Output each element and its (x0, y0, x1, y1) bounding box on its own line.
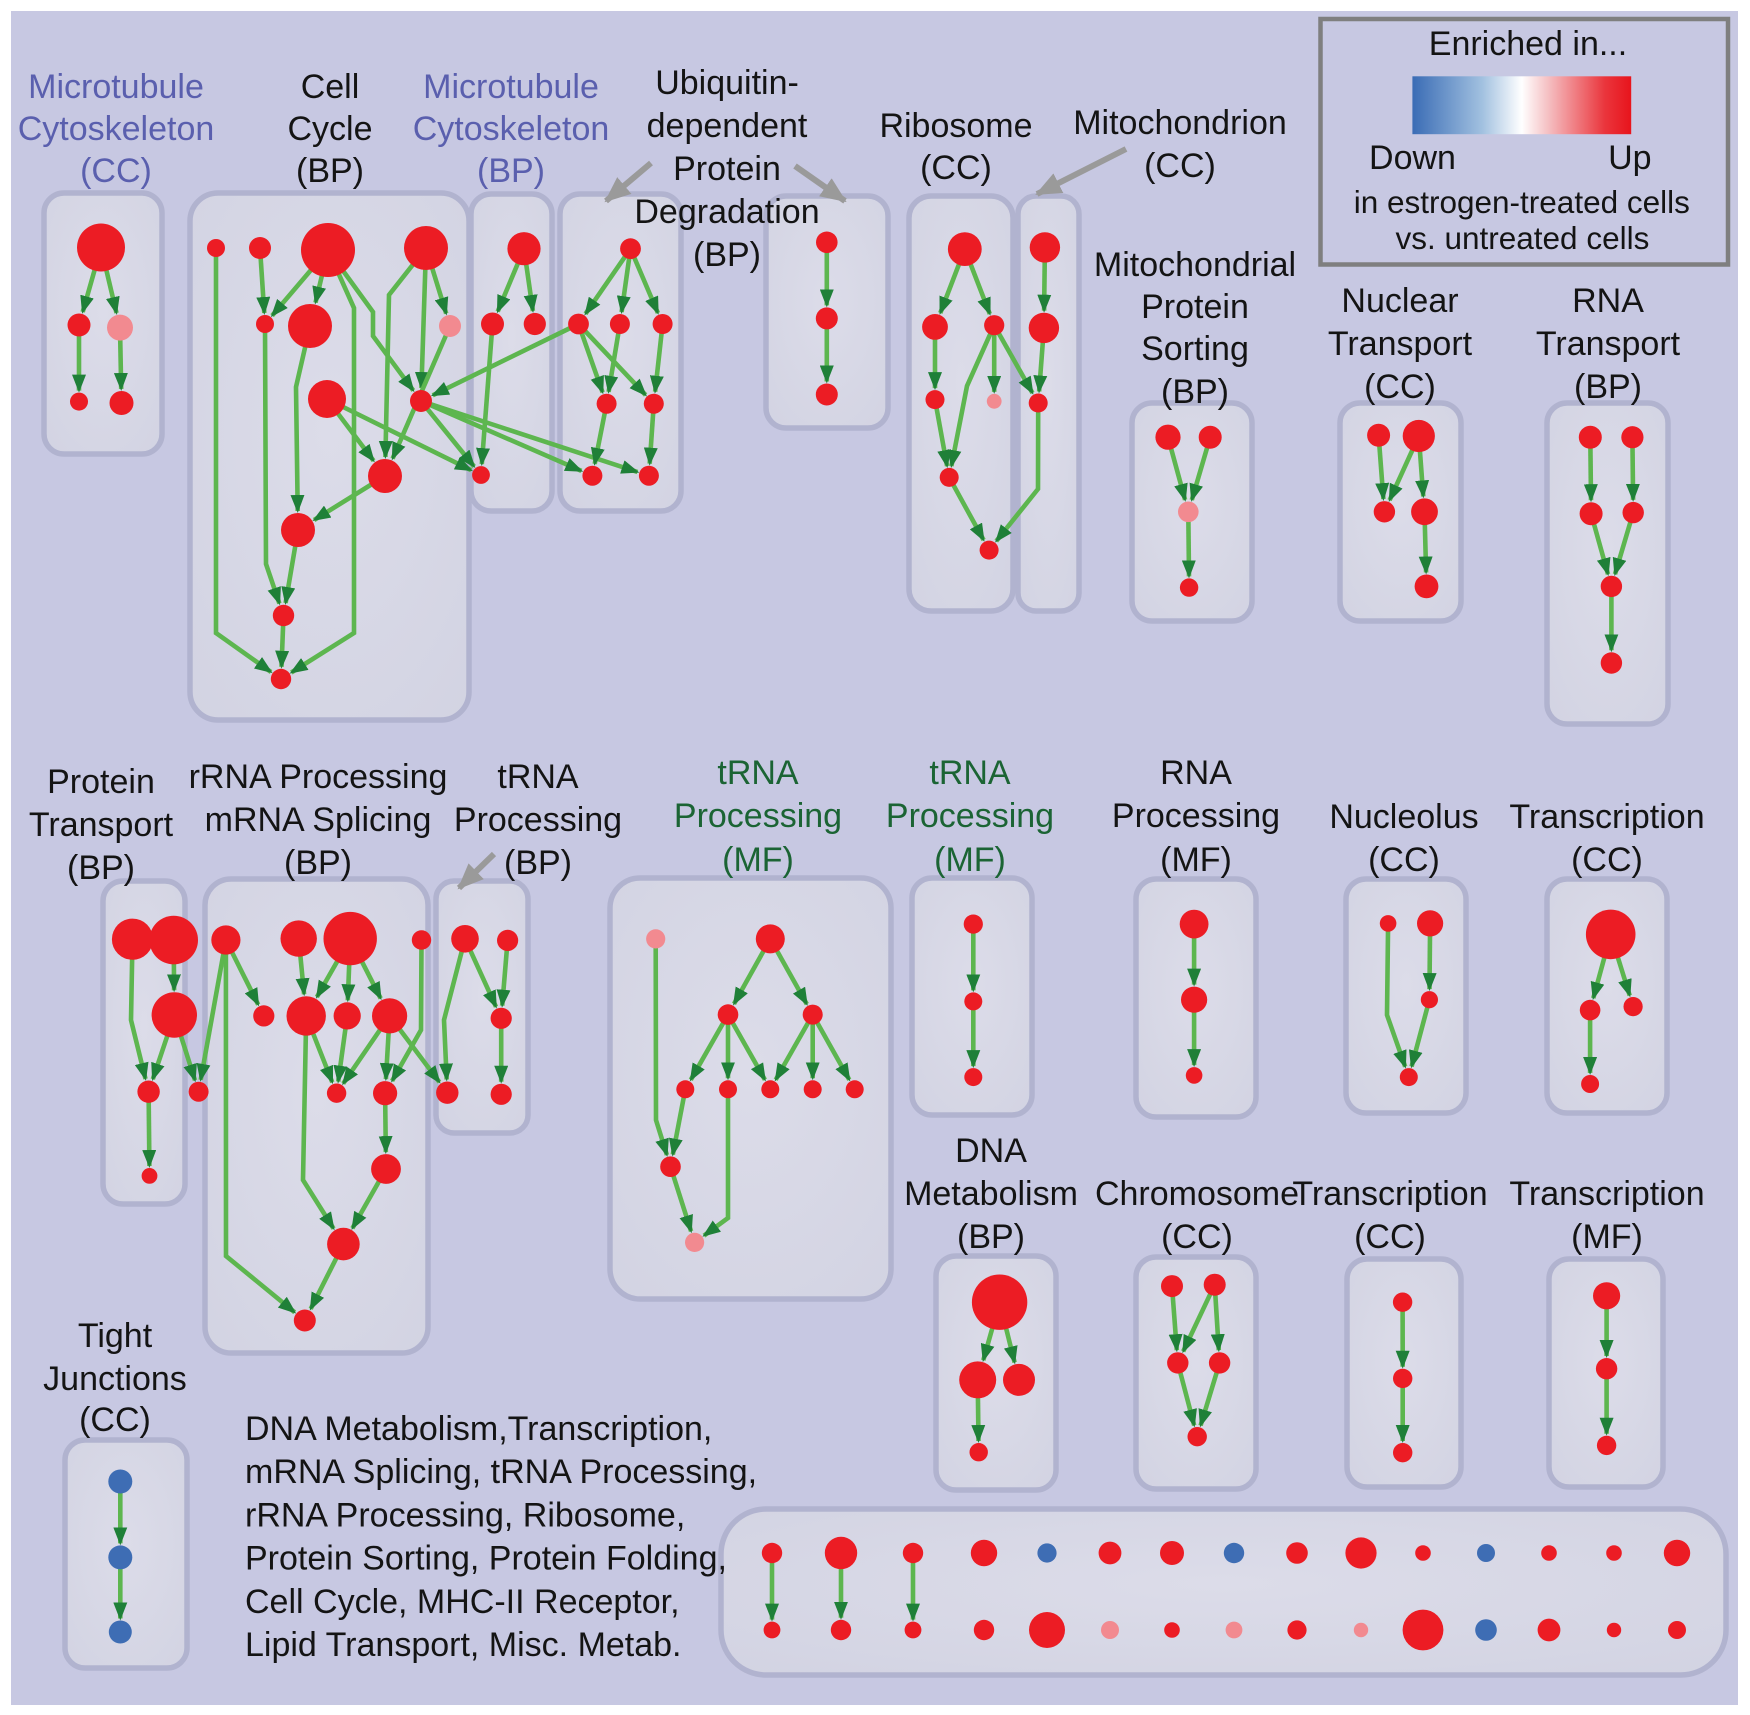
svg-text:Cycle: Cycle (287, 110, 372, 148)
svg-text:Metabolism: Metabolism (904, 1175, 1078, 1213)
svg-text:(MF): (MF) (1160, 841, 1232, 879)
svg-text:(MF): (MF) (1571, 1218, 1643, 1256)
svg-text:Up: Up (1608, 139, 1651, 177)
svg-text:Down: Down (1369, 139, 1456, 177)
svg-text:(BP): (BP) (296, 152, 364, 190)
svg-text:vs. untreated cells: vs. untreated cells (1395, 220, 1649, 256)
svg-text:(CC): (CC) (920, 149, 992, 187)
svg-text:Cell Cycle, MHC-II Receptor,: Cell Cycle, MHC-II Receptor, (245, 1583, 680, 1621)
svg-text:Protein: Protein (673, 150, 781, 188)
svg-text:Enriched in...: Enriched in... (1429, 25, 1627, 63)
svg-text:Cytoskeleton: Cytoskeleton (413, 110, 610, 148)
svg-text:(CC): (CC) (1571, 841, 1643, 879)
svg-text:Ubiquitin-: Ubiquitin- (655, 64, 799, 102)
svg-text:(BP): (BP) (1161, 373, 1229, 411)
svg-text:Mitochondrial: Mitochondrial (1094, 246, 1296, 284)
svg-text:Microtubule: Microtubule (423, 68, 599, 106)
svg-text:(CC): (CC) (1144, 147, 1216, 185)
svg-text:(BP): (BP) (504, 844, 572, 882)
svg-text:Protein Sorting, Protein Foldi: Protein Sorting, Protein Folding, (245, 1540, 727, 1578)
svg-text:in estrogen-treated cells: in estrogen-treated cells (1354, 184, 1690, 220)
svg-text:Transport: Transport (1328, 325, 1473, 363)
svg-text:Mitochondrion: Mitochondrion (1073, 104, 1287, 142)
svg-text:Tight: Tight (78, 1317, 153, 1355)
svg-text:DNA Metabolism,Transcription,: DNA Metabolism,Transcription, (245, 1410, 712, 1448)
svg-text:Transcription: Transcription (1292, 1175, 1487, 1213)
svg-text:mRNA Splicing, tRNA Processing: mRNA Splicing, tRNA Processing, (245, 1453, 757, 1491)
svg-text:Microtubule: Microtubule (28, 68, 204, 106)
svg-text:tRNA: tRNA (497, 758, 579, 796)
svg-text:Transcription: Transcription (1509, 798, 1704, 836)
svg-text:Transport: Transport (1536, 325, 1681, 363)
svg-text:Cell: Cell (301, 68, 360, 106)
svg-text:(CC): (CC) (1364, 368, 1436, 406)
svg-text:Nuclear: Nuclear (1341, 282, 1458, 320)
svg-text:Sorting: Sorting (1141, 330, 1249, 368)
svg-text:Protein: Protein (1141, 288, 1249, 326)
svg-text:Transport: Transport (29, 806, 174, 844)
svg-text:Nucleolus: Nucleolus (1329, 798, 1478, 836)
svg-text:Ribosome: Ribosome (879, 107, 1032, 145)
svg-text:Processing: Processing (1112, 797, 1280, 835)
svg-text:rRNA Processing, Ribosome,: rRNA Processing, Ribosome, (245, 1496, 685, 1534)
svg-text:(MF): (MF) (722, 841, 794, 879)
svg-text:(MF): (MF) (934, 841, 1006, 879)
svg-text:Processing: Processing (454, 801, 622, 839)
svg-text:(CC): (CC) (1368, 841, 1440, 879)
svg-text:DNA: DNA (955, 1132, 1027, 1170)
svg-text:(CC): (CC) (1161, 1218, 1233, 1256)
svg-text:(CC): (CC) (79, 1401, 151, 1439)
svg-text:(BP): (BP) (693, 236, 761, 274)
svg-text:Lipid Transport, Misc. Metab.: Lipid Transport, Misc. Metab. (245, 1626, 682, 1664)
svg-text:(BP): (BP) (284, 844, 352, 882)
svg-text:Processing: Processing (674, 797, 842, 835)
svg-text:Transcription: Transcription (1509, 1175, 1704, 1213)
svg-text:RNA: RNA (1160, 754, 1232, 792)
svg-text:Chromosome: Chromosome (1095, 1175, 1299, 1213)
svg-text:Processing: Processing (886, 797, 1054, 835)
svg-text:(CC): (CC) (1354, 1218, 1426, 1256)
svg-text:(BP): (BP) (477, 152, 545, 190)
svg-text:mRNA Splicing: mRNA Splicing (205, 801, 432, 839)
svg-text:tRNA: tRNA (717, 754, 799, 792)
svg-text:rRNA Processing: rRNA Processing (189, 758, 448, 796)
svg-text:Junctions: Junctions (43, 1360, 187, 1398)
svg-text:Cytoskeleton: Cytoskeleton (18, 110, 215, 148)
svg-text:Degradation: Degradation (634, 193, 819, 231)
svg-text:(BP): (BP) (1574, 368, 1642, 406)
svg-text:(BP): (BP) (957, 1218, 1025, 1256)
svg-text:Protein: Protein (47, 763, 155, 801)
svg-text:dependent: dependent (647, 107, 808, 145)
svg-text:tRNA: tRNA (929, 754, 1011, 792)
svg-text:(BP): (BP) (67, 849, 135, 887)
svg-text:RNA: RNA (1572, 282, 1644, 320)
svg-text:(CC): (CC) (80, 152, 152, 190)
